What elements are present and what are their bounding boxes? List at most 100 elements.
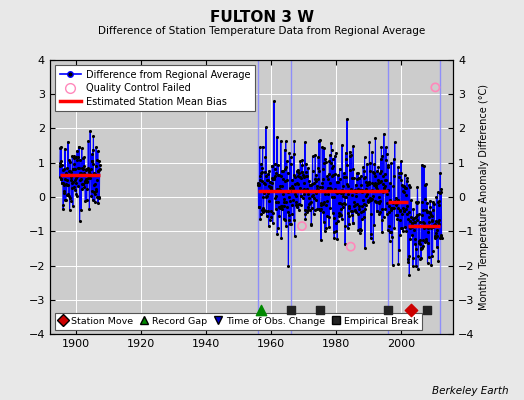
Point bbox=[353, 176, 362, 182]
Point bbox=[296, 188, 304, 194]
Point bbox=[312, 172, 320, 178]
Point bbox=[375, 194, 383, 200]
Point bbox=[258, 168, 267, 175]
Point bbox=[69, 203, 77, 209]
Point bbox=[86, 170, 94, 177]
Point bbox=[416, 237, 424, 244]
Point bbox=[329, 156, 337, 162]
Point bbox=[91, 199, 99, 206]
Point bbox=[431, 234, 439, 240]
Point bbox=[72, 191, 81, 198]
Point bbox=[374, 164, 383, 170]
Point bbox=[400, 188, 408, 195]
Point bbox=[333, 236, 342, 242]
Point bbox=[348, 192, 356, 198]
Point bbox=[283, 177, 291, 184]
Point bbox=[310, 180, 319, 186]
Point bbox=[414, 253, 422, 259]
Point bbox=[425, 214, 433, 220]
Point bbox=[293, 180, 302, 187]
Point bbox=[347, 208, 355, 214]
Point bbox=[267, 179, 276, 186]
Point bbox=[350, 203, 358, 209]
Point bbox=[417, 198, 425, 205]
Point bbox=[336, 206, 345, 212]
Point bbox=[66, 168, 74, 174]
Point bbox=[320, 160, 329, 166]
Point bbox=[86, 166, 95, 172]
Point bbox=[320, 145, 328, 151]
Point bbox=[297, 193, 305, 199]
Point bbox=[90, 182, 98, 188]
Point bbox=[345, 203, 353, 209]
Point bbox=[411, 241, 419, 248]
Point bbox=[391, 199, 399, 205]
Point bbox=[83, 178, 91, 184]
Point bbox=[346, 244, 355, 250]
Point bbox=[297, 175, 305, 181]
Point bbox=[424, 225, 432, 231]
Point bbox=[276, 186, 285, 193]
Point bbox=[287, 221, 295, 228]
Point bbox=[64, 157, 73, 163]
Point bbox=[61, 176, 69, 182]
Point bbox=[337, 216, 346, 222]
Point bbox=[89, 161, 97, 168]
Point bbox=[385, 222, 394, 229]
Point bbox=[285, 217, 293, 223]
Point bbox=[432, 218, 440, 224]
Point bbox=[86, 175, 95, 181]
Point bbox=[417, 244, 425, 251]
Point bbox=[431, 221, 439, 227]
Point bbox=[424, 229, 432, 235]
Point bbox=[76, 177, 84, 183]
Point bbox=[409, 219, 418, 225]
Point bbox=[363, 191, 371, 198]
Point bbox=[315, 167, 323, 174]
Point bbox=[393, 216, 401, 222]
Point bbox=[425, 209, 434, 215]
Point bbox=[341, 241, 350, 248]
Point bbox=[416, 240, 424, 247]
Point bbox=[82, 167, 90, 173]
Point bbox=[350, 199, 358, 205]
Point bbox=[391, 200, 400, 206]
Point bbox=[282, 158, 291, 164]
Point bbox=[278, 203, 286, 210]
Point bbox=[274, 172, 282, 178]
Point bbox=[372, 182, 380, 188]
Point bbox=[307, 199, 315, 205]
Point bbox=[290, 216, 298, 223]
Point bbox=[68, 180, 76, 186]
Point bbox=[356, 226, 364, 232]
Point bbox=[69, 178, 78, 185]
Point bbox=[397, 158, 405, 164]
Point bbox=[423, 200, 431, 207]
Point bbox=[315, 206, 323, 212]
Point bbox=[421, 239, 429, 246]
Point bbox=[305, 207, 314, 213]
Point bbox=[66, 195, 74, 202]
Point bbox=[414, 266, 422, 272]
Point bbox=[399, 228, 407, 234]
Point bbox=[431, 233, 440, 240]
Point bbox=[268, 162, 276, 169]
Point bbox=[259, 207, 268, 213]
Point bbox=[257, 161, 266, 167]
Point bbox=[345, 213, 354, 219]
Point bbox=[332, 189, 341, 195]
Point bbox=[394, 205, 402, 211]
Point bbox=[307, 182, 315, 189]
Point bbox=[81, 166, 90, 173]
Point bbox=[319, 166, 327, 172]
Point bbox=[92, 144, 100, 150]
Point bbox=[430, 201, 439, 208]
Point bbox=[428, 218, 436, 224]
Point bbox=[355, 230, 364, 236]
Point bbox=[381, 176, 389, 183]
Point bbox=[380, 131, 388, 137]
Point bbox=[340, 170, 348, 176]
Point bbox=[90, 180, 99, 187]
Point bbox=[257, 169, 265, 176]
Point bbox=[371, 135, 379, 141]
